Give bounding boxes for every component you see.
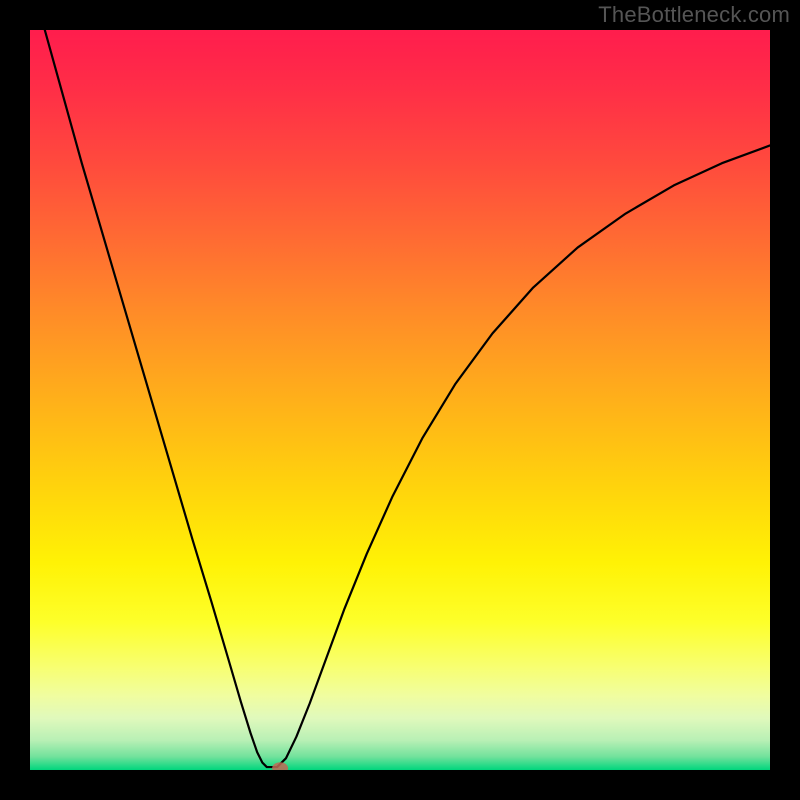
watermark-text: TheBottleneck.com	[598, 2, 790, 28]
chart-container: TheBottleneck.com	[0, 0, 800, 800]
plot-background	[30, 30, 770, 770]
bottleneck-chart	[0, 0, 800, 800]
